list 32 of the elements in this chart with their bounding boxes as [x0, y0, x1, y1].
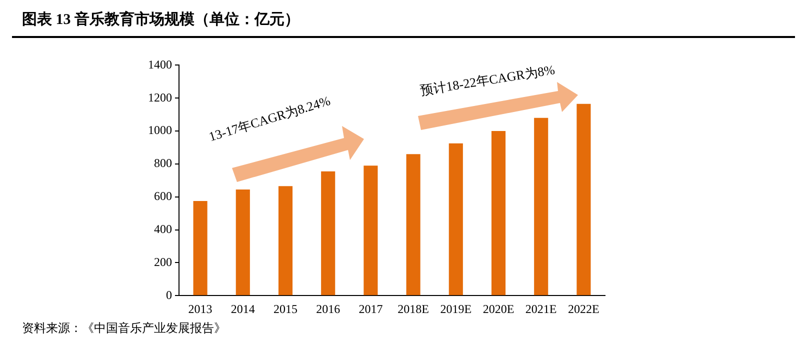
x-tick-label: 2018E: [398, 302, 429, 316]
bar: [321, 171, 336, 296]
y-tick-label: 200: [154, 254, 172, 269]
y-tick-label: 0: [166, 288, 172, 302]
x-tick-label: 2014: [230, 302, 255, 316]
x-tick-label: 2019E: [440, 302, 472, 316]
y-tick-label: 400: [154, 222, 172, 236]
x-tick-label: 2016: [316, 302, 340, 316]
x-tick-label: 2020E: [482, 302, 514, 316]
text: 资料来源：《中国音乐产业发展报告》: [22, 320, 226, 337]
bar: [236, 189, 250, 296]
y-tick-label: 1000: [148, 123, 172, 138]
x-tick-label: 2021E: [525, 302, 557, 316]
bar: [406, 154, 420, 296]
bar: [364, 166, 378, 296]
bar: [193, 200, 208, 296]
bar: [534, 118, 548, 296]
annotation: 预计18-22年CAGR为8%: [419, 60, 556, 100]
chart-title: 图表 13 音乐教育市场规模（单位：亿元）: [22, 10, 300, 29]
y-tick-label: 800: [154, 156, 172, 170]
x-tick-label: 2013: [188, 302, 212, 316]
bar: [491, 131, 506, 296]
bar: [576, 104, 591, 296]
y-tick-label: 1200: [148, 90, 172, 104]
y-tick-label: 600: [154, 189, 172, 204]
x-tick-label: 2015: [274, 302, 298, 316]
x-tick-label: 2017: [358, 302, 383, 316]
bar: [278, 186, 293, 296]
annotation: 13-17年CAGR为8.24%: [206, 92, 333, 146]
bar: [448, 143, 463, 296]
y-tick-label: 1400: [148, 57, 172, 72]
x-tick-label: 2022E: [568, 302, 600, 316]
